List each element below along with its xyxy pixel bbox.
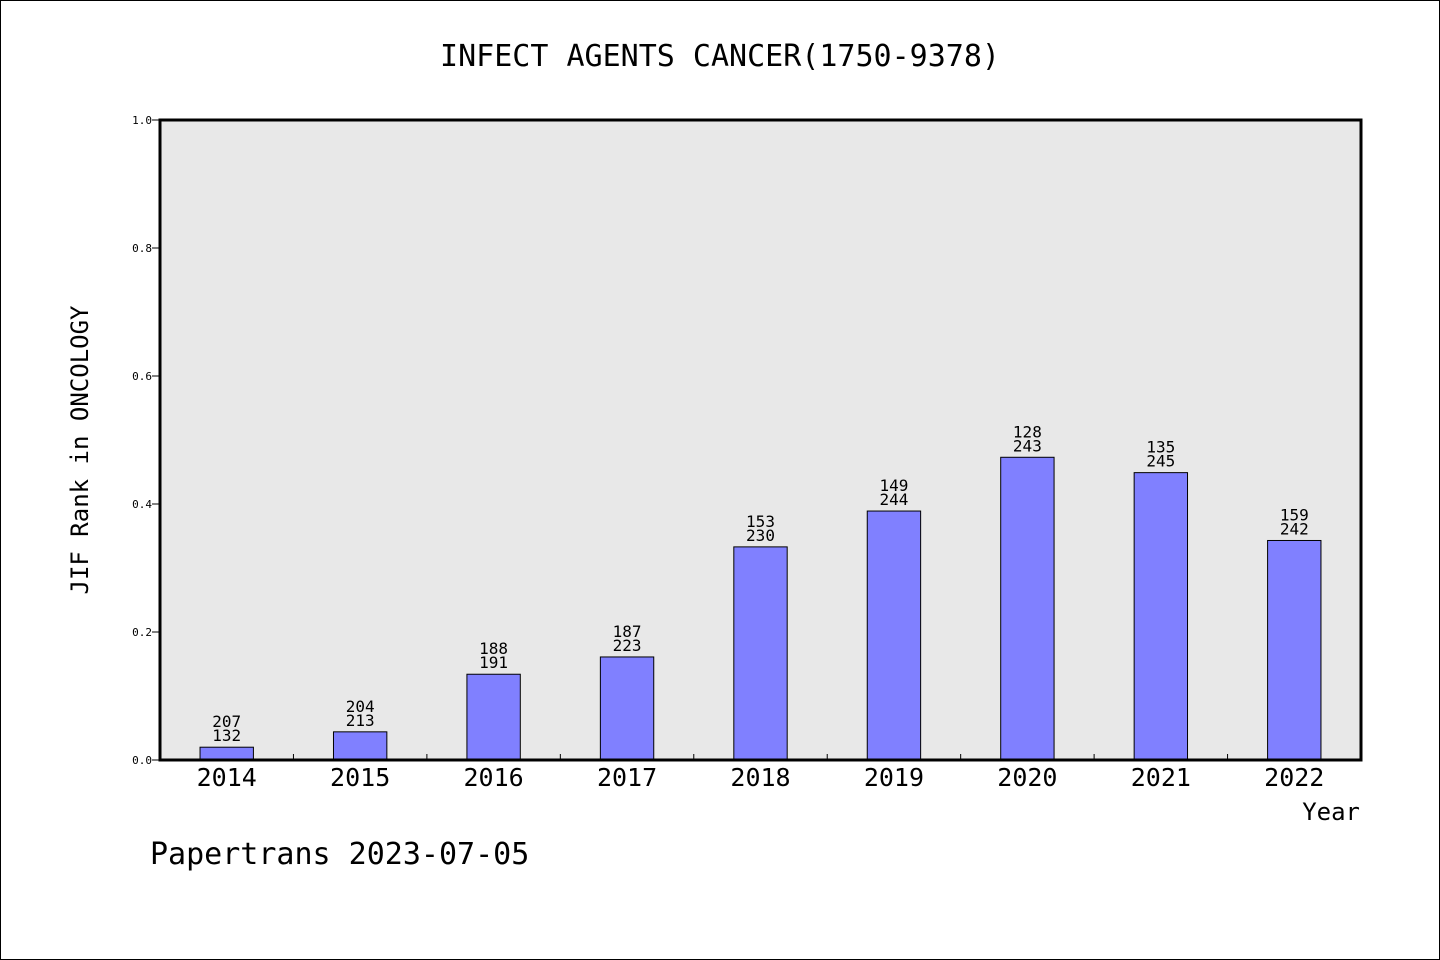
bar-label-lower: 230 — [746, 526, 775, 545]
bar-label-upper: 207 — [212, 712, 241, 731]
x-tick-label: 2017 — [597, 763, 657, 792]
x-tick-label: 2014 — [197, 763, 257, 792]
x-axis: 2014 2015 2016 2017 2018 2019 2020 2021 2022 — [197, 754, 1324, 792]
bar-label-lower: 242 — [1280, 519, 1309, 538]
bar-label-lower: 244 — [879, 490, 908, 509]
y-tick-label: 1.0 — [132, 114, 152, 127]
bar — [866, 510, 922, 761]
x-axis-label: Year — [1302, 798, 1360, 826]
bar-label-upper: 149 — [879, 476, 908, 495]
bar — [1000, 456, 1055, 761]
bar-series — [199, 456, 1322, 761]
bar-label-upper: 188 — [479, 639, 508, 658]
bar — [733, 546, 788, 761]
x-tick-label: 2016 — [464, 763, 524, 792]
y-axis: 0.0 0.2 0.4 0.6 0.8 1.0 — [132, 114, 160, 767]
bar-label-lower: 223 — [613, 636, 642, 655]
y-tick-label: 0.4 — [132, 498, 152, 511]
bar-label-upper: 135 — [1146, 438, 1175, 457]
x-tick-label: 2021 — [1131, 763, 1191, 792]
x-tick-label: 2020 — [997, 763, 1057, 792]
x-tick-label: 2022 — [1264, 763, 1324, 792]
y-tick-label: 0.6 — [132, 370, 152, 383]
bar-label-lower: 245 — [1146, 452, 1175, 471]
bar-label-lower: 213 — [346, 711, 375, 730]
x-tick-label: 2015 — [330, 763, 390, 792]
bar-label-lower: 243 — [1013, 436, 1042, 455]
bar-label-upper: 153 — [746, 512, 775, 531]
bar — [466, 673, 521, 761]
chart-title: INFECT AGENTS CANCER(1750-9378) — [440, 39, 1000, 74]
y-axis-label: JIF Rank in ONCOLOGY — [66, 305, 94, 595]
bar-label-upper: 128 — [1013, 422, 1042, 441]
bar-label-upper: 187 — [613, 622, 642, 641]
footer-source-date: Papertrans 2023-07-05 — [150, 837, 529, 872]
bar — [1267, 539, 1322, 761]
plot-border — [158, 118, 1363, 762]
bar — [599, 656, 655, 761]
x-tick-label: 2019 — [864, 763, 924, 792]
bar-label-lower: 191 — [479, 653, 508, 672]
bar-label-upper: 159 — [1280, 505, 1309, 524]
data-labels: 2071322042131881911872231532301492441282… — [212, 422, 1308, 745]
y-tick-label: 0.0 — [132, 754, 152, 767]
bar — [332, 731, 388, 761]
y-tick-label: 0.8 — [132, 242, 152, 255]
bar — [199, 746, 254, 761]
x-tick-label: 2018 — [730, 763, 790, 792]
bar — [1133, 472, 1189, 761]
y-tick-label: 0.2 — [132, 626, 152, 639]
bar-label-upper: 204 — [346, 697, 375, 716]
bar-label-lower: 132 — [212, 726, 241, 745]
